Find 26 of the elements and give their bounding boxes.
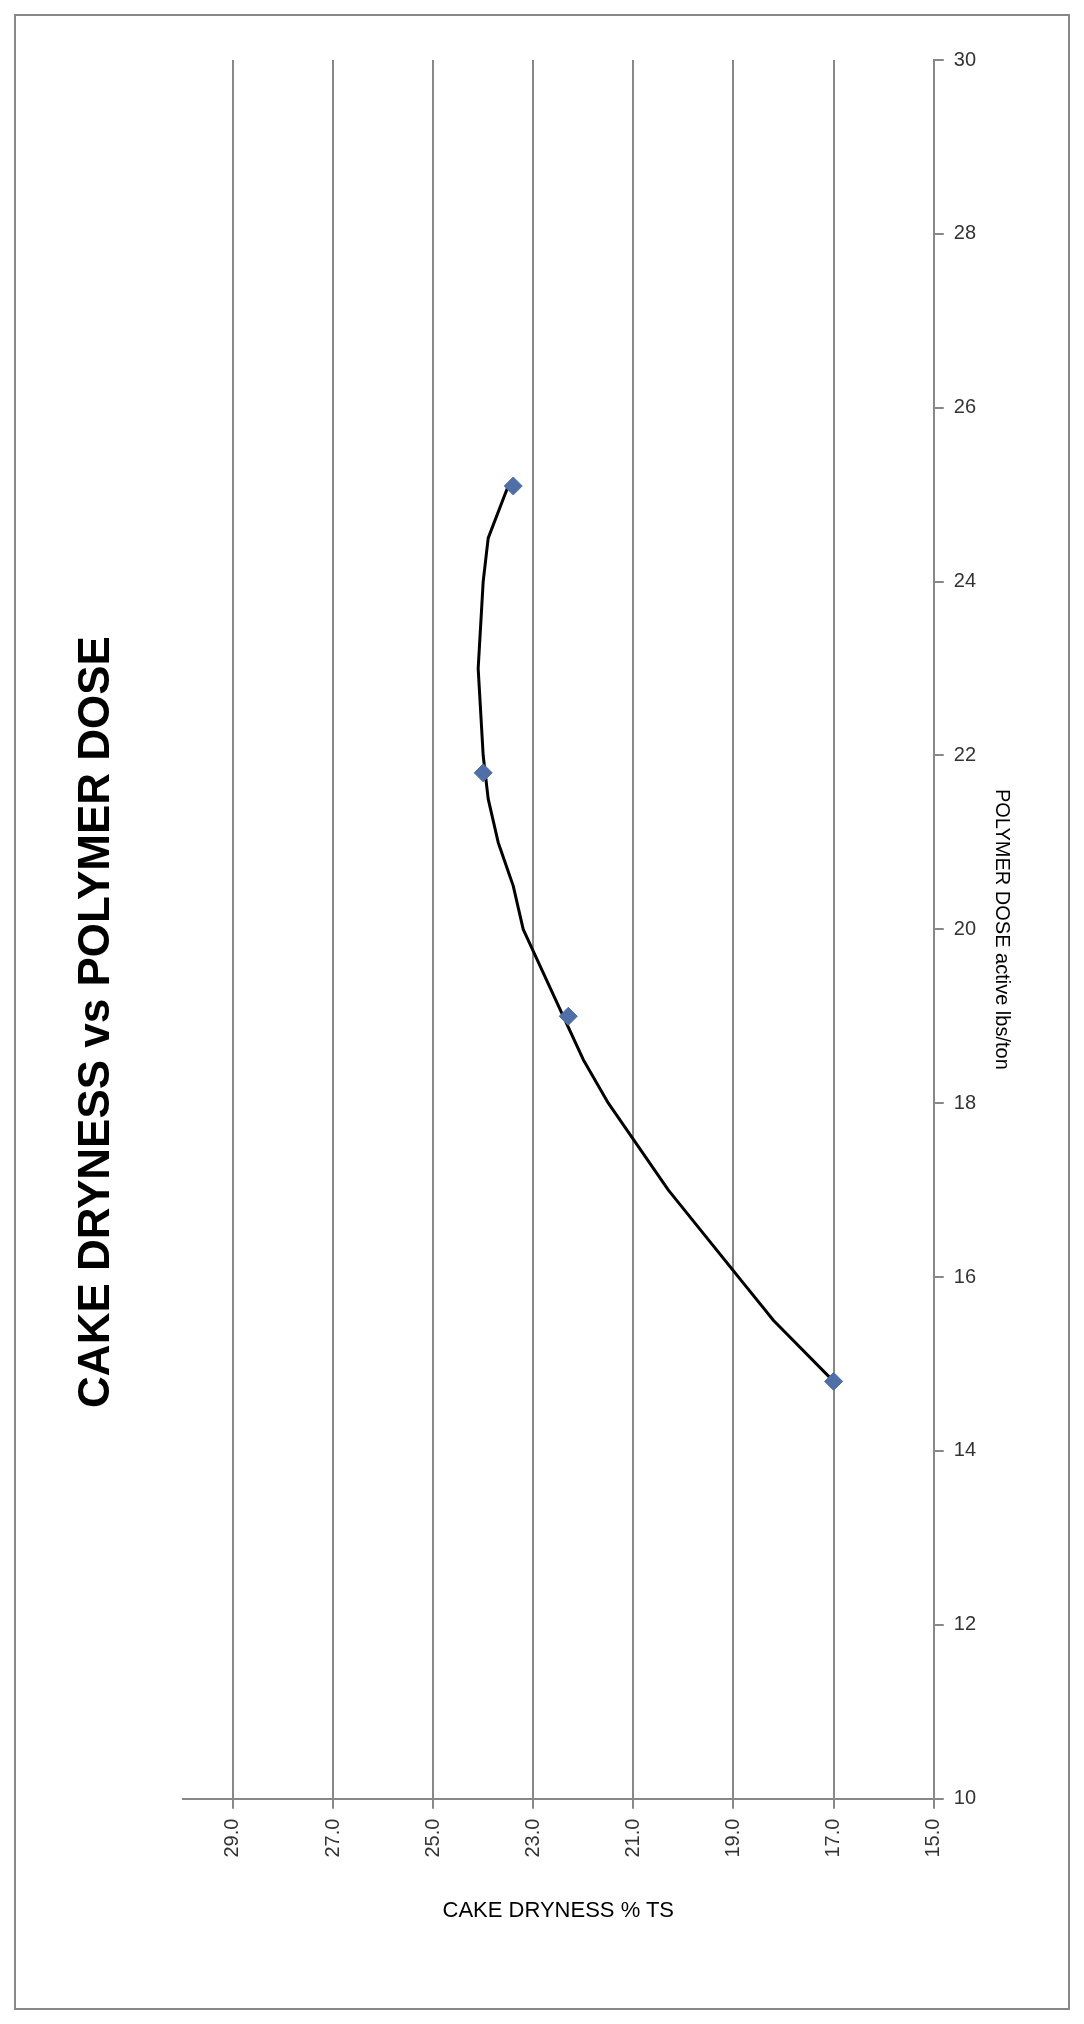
x-tick-label: 25.0	[420, 1818, 443, 1858]
y-tick-label: 20	[953, 916, 976, 939]
point	[503, 476, 523, 496]
text: CAKE DRYNESS vs POLYMER DOSE	[68, 636, 118, 1408]
x-axis-title: CAKE DRYNESS % TS	[442, 1896, 675, 1922]
y-tick-label: 18	[953, 1090, 976, 1113]
y-tick-label: 26	[953, 395, 976, 418]
x-tick-label: 21.0	[620, 1818, 643, 1858]
y-tick-label: 10	[953, 1786, 976, 1809]
x-tick-label: 17.0	[821, 1818, 844, 1858]
point	[473, 763, 493, 783]
y-tick-label: 22	[953, 742, 976, 765]
x-tick-label: 15.0	[921, 1818, 944, 1858]
y-axis-title: POLYMER DOSE active lbs/ton	[992, 788, 1015, 1070]
x-tick-label: 27.0	[320, 1818, 343, 1858]
y-tick-label: 28	[953, 221, 976, 244]
y-tick-label: 12	[953, 1612, 976, 1635]
y-tick-label: 14	[953, 1438, 976, 1461]
x-tick-label: 29.0	[220, 1818, 243, 1858]
y-tick-label: 24	[953, 569, 976, 592]
point	[824, 1371, 844, 1391]
point	[558, 1006, 578, 1026]
x-tick-label: 19.0	[721, 1818, 744, 1858]
y-tick-label: 30	[953, 47, 976, 70]
y-tick-label: 16	[953, 1264, 976, 1287]
x-tick-label: 23.0	[520, 1818, 543, 1858]
